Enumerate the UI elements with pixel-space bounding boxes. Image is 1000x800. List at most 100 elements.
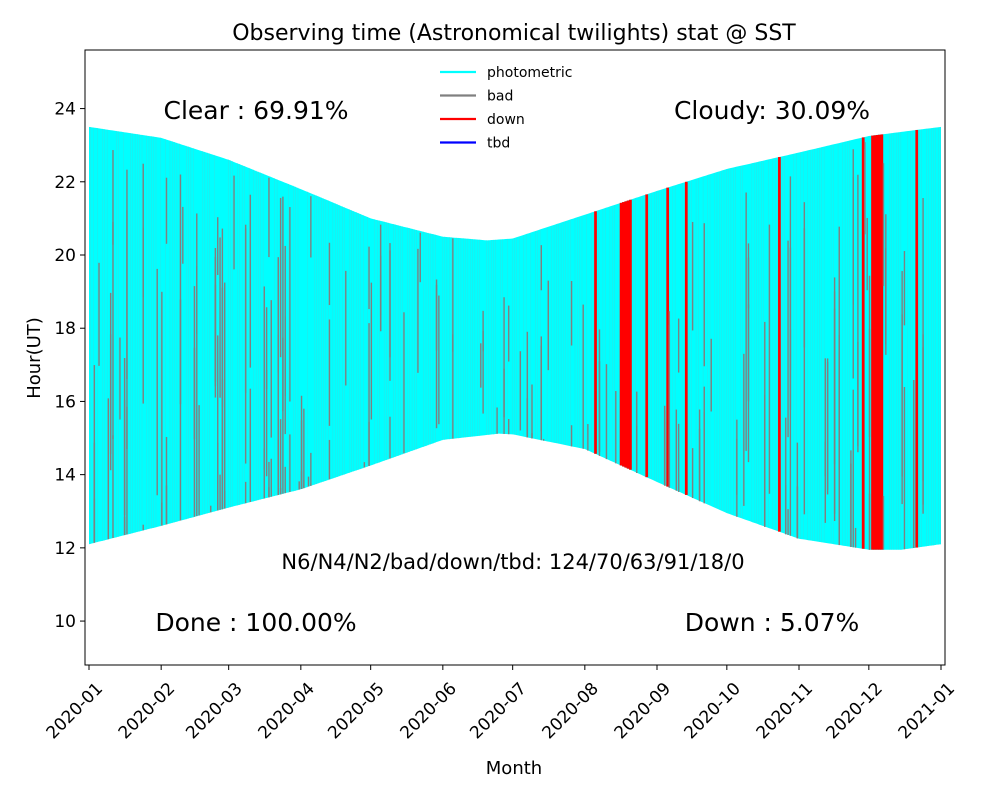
bad-night-bar bbox=[768, 224, 771, 494]
bad-night-bar bbox=[284, 316, 286, 396]
bad-night-bar bbox=[542, 438, 545, 441]
bad-night-bar bbox=[691, 448, 694, 499]
down-night-bar bbox=[871, 135, 874, 550]
down-night-bar bbox=[666, 187, 670, 487]
x-tick-label: 2020-12 bbox=[822, 679, 886, 743]
bad-night-bar bbox=[570, 281, 573, 346]
photometric-window-band bbox=[89, 126, 941, 550]
bad-night-bar bbox=[677, 423, 680, 492]
down-night-bar bbox=[622, 202, 625, 467]
y-tick-label: 24 bbox=[54, 100, 76, 120]
bad-night-bar bbox=[570, 425, 573, 447]
bad-night-bar bbox=[328, 319, 331, 426]
bad-night-bar bbox=[244, 224, 247, 393]
bad-night-bar bbox=[224, 491, 226, 509]
bad-night-bar bbox=[303, 479, 305, 489]
bad-night-bar bbox=[265, 370, 268, 477]
bad-night-bar bbox=[389, 416, 391, 459]
y-tick-label: 14 bbox=[54, 466, 76, 486]
bad-night-bar bbox=[435, 279, 438, 429]
bad-night-bar bbox=[519, 351, 522, 431]
down-night-bar bbox=[624, 201, 628, 468]
bad-night-bar bbox=[850, 450, 852, 547]
bad-night-bar bbox=[196, 266, 198, 517]
bad-night-bar bbox=[615, 391, 617, 464]
bad-night-bar bbox=[298, 481, 300, 490]
bad-night-bar bbox=[508, 419, 510, 435]
bad-night-bar bbox=[219, 237, 221, 398]
legend-label-bad: bad bbox=[487, 89, 513, 105]
x-tick-label: 2020-09 bbox=[611, 679, 675, 743]
bad-night-bar bbox=[224, 282, 226, 509]
down-night-bar bbox=[619, 202, 623, 466]
bad-night-bar bbox=[126, 210, 128, 449]
bad-night-bar bbox=[107, 398, 110, 540]
bad-night-bar bbox=[268, 461, 270, 498]
bad-night-bar bbox=[882, 163, 885, 287]
bad-night-bar bbox=[868, 328, 871, 550]
bad-night-bar bbox=[796, 486, 799, 539]
bad-night-bar bbox=[142, 524, 144, 531]
bad-night-bar bbox=[210, 505, 212, 513]
bad-night-bar bbox=[389, 250, 391, 358]
bad-night-bar bbox=[126, 406, 128, 535]
bad-night-bar bbox=[217, 217, 219, 275]
bad-night-bar bbox=[368, 323, 370, 466]
bad-night-bar bbox=[310, 196, 312, 258]
bad-night-bar bbox=[764, 321, 766, 527]
y-tick-label: 12 bbox=[54, 539, 76, 559]
plot-frame bbox=[84, 49, 946, 666]
photometric-band-layer bbox=[89, 126, 941, 550]
x-tick-label: 2020-01 bbox=[43, 679, 107, 743]
done-percentage-annotation: Done : 100.00% bbox=[155, 608, 356, 637]
bad-night-bar bbox=[277, 257, 279, 373]
bad-night-bar bbox=[866, 217, 868, 291]
bad-night-bar bbox=[93, 365, 96, 542]
bad-night-bar bbox=[745, 192, 747, 451]
bad-night-bar bbox=[787, 240, 789, 438]
bad-night-bar bbox=[270, 458, 272, 497]
bad-night-bar bbox=[279, 197, 282, 358]
bad-night-bar bbox=[403, 312, 405, 454]
bad-night-bar bbox=[249, 388, 252, 502]
legend-label-photometric: photometric bbox=[487, 65, 572, 81]
bad-night-bar bbox=[419, 232, 421, 283]
bad-night-bar bbox=[112, 435, 114, 538]
bad-night-bar bbox=[233, 175, 235, 270]
bad-night-bar bbox=[531, 384, 533, 439]
bad-night-bar bbox=[922, 198, 924, 482]
bad-night-bar bbox=[824, 358, 827, 477]
bad-night-bar bbox=[119, 337, 121, 420]
bad-night-bar bbox=[368, 246, 370, 310]
bad-night-bar bbox=[221, 228, 224, 408]
bad-night-bar bbox=[743, 353, 745, 506]
bad-night-bar bbox=[882, 496, 885, 550]
bad-night-bar bbox=[838, 352, 840, 470]
bad-night-bar bbox=[263, 286, 265, 470]
bad-night-bar bbox=[710, 338, 712, 412]
bad-night-bar bbox=[182, 206, 184, 264]
bad-night-bar bbox=[438, 295, 440, 425]
bad-night-bar bbox=[363, 462, 366, 468]
down-night-bar bbox=[915, 129, 919, 548]
x-tick-label: 2020-03 bbox=[182, 679, 246, 743]
bad-night-bar bbox=[161, 502, 163, 526]
bad-night-bar bbox=[161, 291, 163, 526]
bad-night-bar bbox=[587, 424, 589, 451]
bad-night-bar bbox=[179, 174, 182, 405]
bad-night-bar bbox=[98, 262, 100, 366]
bad-night-bar bbox=[219, 474, 221, 510]
bad-night-bar bbox=[482, 331, 484, 414]
bad-night-bar bbox=[903, 386, 906, 550]
clear-percentage-annotation: Clear : 69.91% bbox=[163, 96, 348, 125]
bad-night-bar bbox=[663, 421, 666, 486]
x-axis-ticks: 2020-01 2020-02 2020-03 2020-04 2020-05 2020-… bbox=[43, 665, 959, 743]
bad-night-bar bbox=[636, 425, 638, 473]
bad-night-bar bbox=[307, 476, 310, 487]
bad-night-bar bbox=[452, 238, 454, 352]
bad-night-bar bbox=[885, 250, 887, 345]
bad-night-bar bbox=[868, 275, 871, 438]
down-night-bar bbox=[861, 137, 865, 549]
bad-night-bar bbox=[123, 358, 126, 536]
bad-night-bar bbox=[284, 466, 286, 494]
